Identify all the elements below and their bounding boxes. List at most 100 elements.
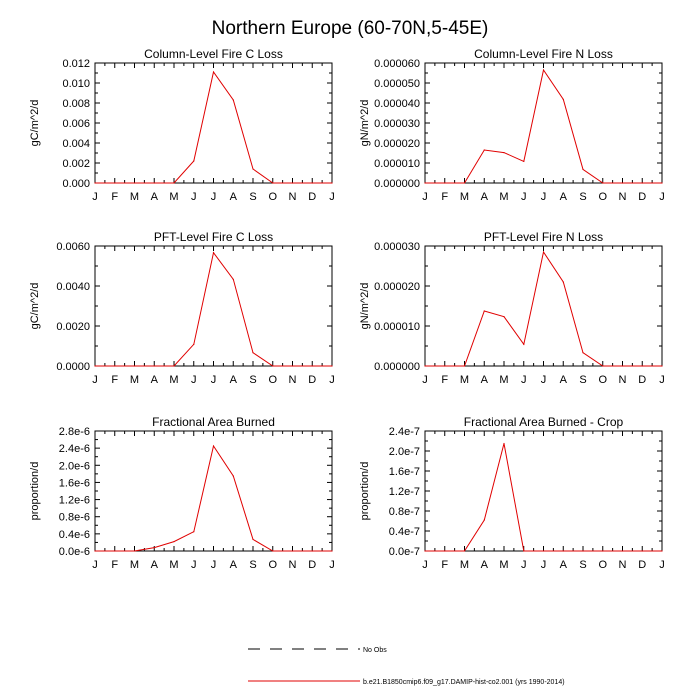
x-tick-label: J — [541, 559, 547, 571]
data-point — [582, 550, 584, 552]
data-point — [272, 182, 274, 184]
x-tick-label: J — [659, 191, 665, 203]
x-tick-label: O — [268, 559, 277, 571]
y-tick-label: 2.8e-6 — [59, 426, 90, 438]
x-tick-label: N — [289, 374, 297, 386]
data-point — [291, 182, 294, 184]
y-tick-label: 1.2e-6 — [59, 495, 90, 507]
data-point — [523, 550, 525, 552]
y-axis-title: gC/m^2/d — [29, 283, 41, 330]
data-point — [173, 365, 175, 367]
data-point — [562, 281, 564, 283]
x-tick-label: N — [289, 559, 297, 571]
y-axis-title: gN/m^2/d — [359, 100, 371, 147]
x-tick-label: J — [211, 191, 217, 203]
x-tick-label: J — [92, 191, 98, 203]
x-tick-label: M — [460, 191, 469, 203]
legend-no-obs-label: No Obs — [363, 647, 387, 654]
data-point — [582, 352, 584, 354]
plot-frame — [424, 245, 663, 367]
data-point — [424, 182, 426, 184]
data-point — [114, 365, 116, 367]
x-tick-label: J — [659, 374, 665, 386]
data-point — [463, 365, 466, 367]
y-tick-label: 0.8e-6 — [59, 512, 90, 524]
data-point — [503, 442, 505, 445]
x-tick-label: A — [560, 559, 568, 571]
y-tick-label: 0.0000 — [56, 361, 90, 373]
y-tick-label: 0.000050 — [374, 78, 420, 90]
data-point — [621, 365, 624, 367]
legend-model-label: b.e21.B1850cmip6.f09_g17.DAMIP-hist-co2.… — [363, 679, 565, 686]
y-tick-label: 1.2e-7 — [389, 486, 420, 498]
y-tick-label: 0.000030 — [374, 241, 420, 253]
data-point — [424, 550, 426, 552]
data-point — [542, 550, 545, 552]
data-point — [331, 550, 333, 552]
data-point — [94, 182, 96, 184]
data-point — [444, 182, 446, 184]
y-tick-label: 0.000020 — [374, 138, 420, 150]
y-tick-label: 0.000000 — [374, 178, 420, 190]
x-tick-label: O — [268, 374, 277, 386]
y-tick-label: 1.6e-7 — [389, 466, 420, 478]
data-point — [193, 343, 195, 345]
data-point — [641, 365, 643, 367]
x-tick-label: N — [289, 191, 297, 203]
data-point — [503, 316, 505, 318]
plot-frame — [94, 62, 333, 184]
data-point — [582, 168, 584, 170]
series-line — [425, 250, 662, 367]
x-tick-label: M — [460, 374, 469, 386]
x-tick-label: A — [230, 559, 238, 571]
data-point — [602, 182, 604, 184]
data-point — [212, 71, 215, 73]
plot-frame — [424, 62, 663, 184]
data-point — [483, 310, 485, 312]
data-point — [602, 365, 604, 367]
x-tick-label: D — [638, 374, 646, 386]
panel-title: PFT-Level Fire N Loss — [484, 230, 603, 244]
data-point — [133, 550, 136, 552]
data-point — [424, 365, 426, 367]
x-tick-label: M — [130, 374, 139, 386]
x-tick-label: J — [659, 559, 665, 571]
data-point — [444, 550, 446, 552]
x-tick-label: A — [151, 374, 159, 386]
data-point — [483, 149, 485, 151]
legend: No Obs b.e21.B1850cmip6.f09_g17.DAMIP-hi… — [248, 647, 565, 686]
x-tick-label: J — [329, 374, 335, 386]
x-tick-label: F — [441, 374, 448, 386]
series-line — [95, 444, 332, 552]
y-tick-label: 2.0e-6 — [59, 460, 90, 472]
y-tick-label: 0.006 — [62, 118, 90, 130]
x-tick-label: J — [521, 559, 527, 571]
y-tick-label: 0.010 — [62, 78, 90, 90]
data-point — [463, 550, 466, 552]
y-tick-label: 0.0040 — [56, 281, 90, 293]
y-tick-label: 0.004 — [62, 138, 90, 150]
x-tick-label: M — [130, 191, 139, 203]
data-point — [153, 365, 155, 367]
data-point — [311, 182, 313, 184]
x-tick-label: A — [481, 374, 489, 386]
y-tick-label: 2.4e-7 — [389, 426, 420, 438]
data-point — [133, 182, 136, 184]
series-line — [95, 251, 332, 367]
x-tick-label: O — [598, 191, 607, 203]
x-tick-label: A — [481, 191, 489, 203]
series-line — [95, 70, 332, 184]
y-tick-label: 0.000040 — [374, 98, 420, 110]
plot-frame — [94, 430, 333, 552]
y-tick-label: 0.000 — [62, 178, 90, 190]
panel-title: Column-Level Fire C Loss — [144, 47, 283, 61]
data-point — [523, 160, 525, 162]
x-tick-label: A — [560, 374, 568, 386]
x-tick-label: A — [230, 191, 238, 203]
data-point — [232, 99, 234, 101]
series-line — [425, 68, 662, 184]
x-tick-label: A — [151, 191, 159, 203]
